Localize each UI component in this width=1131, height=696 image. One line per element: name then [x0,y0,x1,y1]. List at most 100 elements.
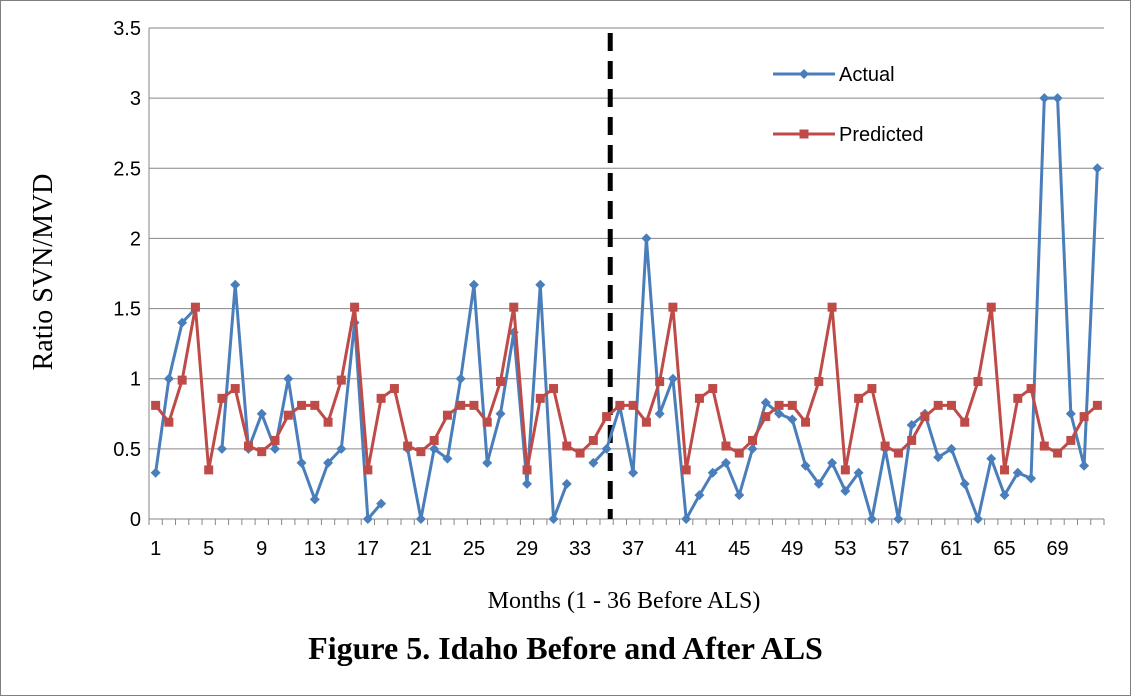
data-point-actual [667,373,678,384]
data-point-predicted [787,400,797,410]
x-tick-label: 41 [675,538,697,560]
data-point-predicted [495,377,505,387]
data-point-predicted [1026,384,1036,394]
data-point-actual [827,457,838,468]
data-point-actual [561,478,572,489]
data-point-predicted [774,400,784,410]
data-point-actual [429,443,440,454]
data-point-predicted [602,412,612,422]
data-point-actual [177,317,188,328]
data-point-actual [933,452,944,463]
legend-marker [799,129,809,139]
data-point-predicted [840,465,850,475]
y-tick-label: 3 [130,88,141,110]
x-tick-label: 1 [150,538,161,560]
data-point-actual [972,514,983,524]
data-point-predicted [257,447,267,457]
x-tick-label: 57 [887,538,909,560]
data-point-predicted [1079,412,1089,422]
data-point-actual [163,373,174,384]
x-tick-label: 69 [1046,538,1068,560]
data-point-predicted [880,441,890,451]
data-point-predicted [204,465,214,475]
x-tick-label: 25 [463,538,485,560]
legend-item-predicted: Predicted [773,124,924,146]
data-point-actual [959,478,970,489]
data-point-predicted [854,393,864,403]
data-point-actual [230,279,241,290]
x-tick-label: 65 [993,538,1015,560]
data-point-actual [747,443,758,454]
data-point-predicted [270,435,280,445]
data-point-predicted [549,384,559,394]
data-point-predicted [310,400,320,410]
data-point-actual [787,414,798,425]
data-point-actual [216,443,227,454]
data-point-actual [150,467,161,478]
data-point-predicted [986,302,996,312]
axes: 0 0.5 1 1.5 2 2.5 3 3.5 1 5 9 13 17 21 25 29 33 37 41 45 49 5… [113,18,1105,560]
data-point-actual [654,408,665,419]
data-point-actual [800,460,811,471]
x-tick-label: 5 [203,538,214,560]
data-point-predicted [960,417,970,427]
data-point-predicted [456,400,466,410]
data-point-predicted [336,375,346,385]
data-point-actual [774,408,785,419]
series-predicted [151,302,1102,475]
legend-marker [799,69,809,79]
data-point-actual [681,514,692,524]
data-point-predicted [641,417,651,427]
data-point-predicted [721,441,731,451]
data-point-predicted [429,435,439,445]
data-point-predicted [946,400,956,410]
data-point-actual [468,279,479,290]
data-point-predicted [575,448,585,458]
data-point-actual [760,397,771,408]
y-tick-label: 1.5 [113,299,141,321]
data-point-predicted [761,412,771,422]
data-point-predicted [708,384,718,394]
data-point-actual [999,490,1010,501]
data-point-predicted [668,302,678,312]
data-point-predicted [535,393,545,403]
data-point-predicted [1066,435,1076,445]
x-tick-label: 9 [256,538,267,560]
data-point-predicted [403,441,413,451]
data-point-predicted [522,465,532,475]
data-point-predicted [1013,393,1023,403]
data-point-actual [853,467,864,478]
data-point-actual [535,279,546,290]
data-point-actual [376,498,387,509]
y-tick-label: 2 [130,228,141,250]
data-point-predicted [694,393,704,403]
x-axis-title: Months (1 - 36 Before ALS) [488,588,761,614]
data-point-actual [641,233,652,244]
data-point-actual [442,453,453,464]
data-point-actual [256,408,267,419]
data-point-actual [1026,473,1037,484]
x-tick-label: 17 [357,538,379,560]
y-tick-label: 1 [130,369,141,391]
data-point-actual [362,514,373,524]
x-tick-label: 61 [940,538,962,560]
y-tick-label: 3.5 [113,18,141,40]
data-point-predicted [615,400,625,410]
data-point-predicted [748,435,758,445]
data-point-predicted [469,400,479,410]
legend-label: Actual [839,64,895,86]
x-tick-label: 37 [622,538,644,560]
data-point-predicted [893,448,903,458]
data-point-predicted [1000,465,1010,475]
data-point-actual [588,457,599,468]
data-point-actual [1012,467,1023,478]
data-point-predicted [482,417,492,427]
x-tick-label: 13 [304,538,326,560]
data-point-predicted [734,448,744,458]
data-point-actual [628,467,639,478]
data-point-predicted [376,393,386,403]
data-point-actual [495,408,506,419]
data-point-actual [415,514,426,524]
data-point-actual [707,467,718,478]
